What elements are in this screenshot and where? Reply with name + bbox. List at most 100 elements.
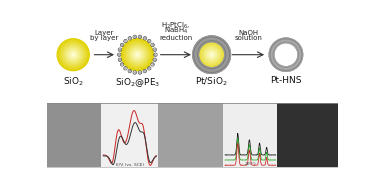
- Ellipse shape: [133, 71, 136, 74]
- Ellipse shape: [126, 43, 149, 66]
- Ellipse shape: [199, 43, 224, 67]
- Ellipse shape: [70, 51, 77, 59]
- Ellipse shape: [124, 39, 127, 43]
- Ellipse shape: [206, 50, 217, 60]
- Bar: [47, 103, 338, 168]
- Ellipse shape: [130, 48, 144, 62]
- Ellipse shape: [137, 54, 138, 55]
- Ellipse shape: [143, 69, 147, 73]
- Ellipse shape: [117, 53, 121, 57]
- Ellipse shape: [211, 54, 212, 55]
- Ellipse shape: [62, 43, 85, 66]
- Ellipse shape: [120, 63, 124, 66]
- Ellipse shape: [118, 58, 122, 61]
- Ellipse shape: [151, 43, 154, 47]
- Ellipse shape: [59, 41, 87, 69]
- Ellipse shape: [63, 44, 83, 65]
- Ellipse shape: [131, 48, 144, 61]
- Ellipse shape: [68, 50, 78, 60]
- Ellipse shape: [143, 37, 147, 40]
- Ellipse shape: [120, 43, 124, 47]
- Ellipse shape: [71, 52, 76, 57]
- Ellipse shape: [128, 37, 132, 40]
- Text: SiO$_2$@PE$_3$: SiO$_2$@PE$_3$: [115, 76, 160, 89]
- Ellipse shape: [60, 41, 87, 68]
- Ellipse shape: [133, 35, 136, 39]
- Ellipse shape: [199, 42, 224, 67]
- Ellipse shape: [208, 52, 215, 58]
- Ellipse shape: [57, 39, 89, 71]
- Ellipse shape: [200, 43, 223, 66]
- Ellipse shape: [147, 67, 151, 70]
- Text: Pt-HNS: Pt-HNS: [270, 76, 302, 85]
- Ellipse shape: [128, 69, 132, 73]
- Bar: [223, 103, 277, 167]
- Ellipse shape: [209, 52, 214, 57]
- Ellipse shape: [123, 41, 152, 69]
- Ellipse shape: [127, 44, 148, 65]
- Ellipse shape: [197, 40, 226, 69]
- Ellipse shape: [133, 51, 141, 59]
- Ellipse shape: [128, 46, 146, 64]
- Ellipse shape: [66, 48, 80, 62]
- Ellipse shape: [124, 41, 151, 68]
- Ellipse shape: [129, 46, 146, 63]
- Ellipse shape: [153, 48, 156, 51]
- Ellipse shape: [130, 47, 145, 62]
- Ellipse shape: [72, 53, 74, 56]
- Ellipse shape: [136, 53, 139, 56]
- Text: Layer: Layer: [95, 30, 114, 36]
- Ellipse shape: [201, 44, 223, 66]
- Ellipse shape: [138, 71, 142, 74]
- Text: by layer: by layer: [90, 35, 118, 41]
- Ellipse shape: [135, 53, 139, 57]
- Ellipse shape: [202, 44, 222, 65]
- Text: Pt/SiO$_2$: Pt/SiO$_2$: [195, 76, 228, 88]
- Ellipse shape: [125, 43, 150, 67]
- Ellipse shape: [126, 44, 148, 66]
- Ellipse shape: [203, 46, 220, 63]
- Ellipse shape: [64, 46, 82, 64]
- Ellipse shape: [197, 41, 226, 69]
- Ellipse shape: [118, 48, 122, 51]
- Ellipse shape: [206, 49, 217, 60]
- Text: NaBH$_4$: NaBH$_4$: [164, 26, 188, 36]
- Ellipse shape: [123, 40, 152, 69]
- Text: 2$\theta$($\degree$): 2$\theta$($\degree$): [244, 160, 257, 167]
- Ellipse shape: [151, 63, 154, 66]
- Text: solution: solution: [234, 35, 262, 41]
- Ellipse shape: [203, 46, 221, 64]
- Ellipse shape: [204, 47, 219, 62]
- Ellipse shape: [134, 52, 141, 58]
- Ellipse shape: [154, 53, 157, 57]
- Text: NaOH: NaOH: [238, 30, 258, 36]
- Ellipse shape: [210, 53, 213, 56]
- Ellipse shape: [138, 35, 142, 39]
- Ellipse shape: [67, 49, 79, 60]
- Ellipse shape: [205, 48, 219, 62]
- Ellipse shape: [61, 43, 85, 67]
- Text: SiO$_2$: SiO$_2$: [63, 76, 83, 88]
- Ellipse shape: [59, 40, 88, 69]
- Text: H$_2$PtCl$_6$,: H$_2$PtCl$_6$,: [161, 20, 191, 30]
- Ellipse shape: [124, 42, 150, 67]
- Ellipse shape: [71, 53, 75, 57]
- Ellipse shape: [196, 39, 228, 71]
- Ellipse shape: [202, 45, 221, 64]
- Ellipse shape: [73, 54, 74, 55]
- Ellipse shape: [210, 53, 214, 57]
- Ellipse shape: [121, 39, 153, 71]
- Ellipse shape: [122, 40, 153, 70]
- Ellipse shape: [270, 39, 302, 71]
- Ellipse shape: [135, 52, 140, 57]
- Ellipse shape: [69, 50, 78, 59]
- Ellipse shape: [64, 45, 83, 64]
- Ellipse shape: [124, 67, 127, 70]
- Ellipse shape: [205, 48, 218, 61]
- Ellipse shape: [196, 40, 227, 70]
- Ellipse shape: [67, 48, 80, 61]
- Ellipse shape: [132, 49, 143, 60]
- Ellipse shape: [62, 44, 84, 66]
- Ellipse shape: [65, 46, 82, 63]
- Bar: [47, 103, 101, 167]
